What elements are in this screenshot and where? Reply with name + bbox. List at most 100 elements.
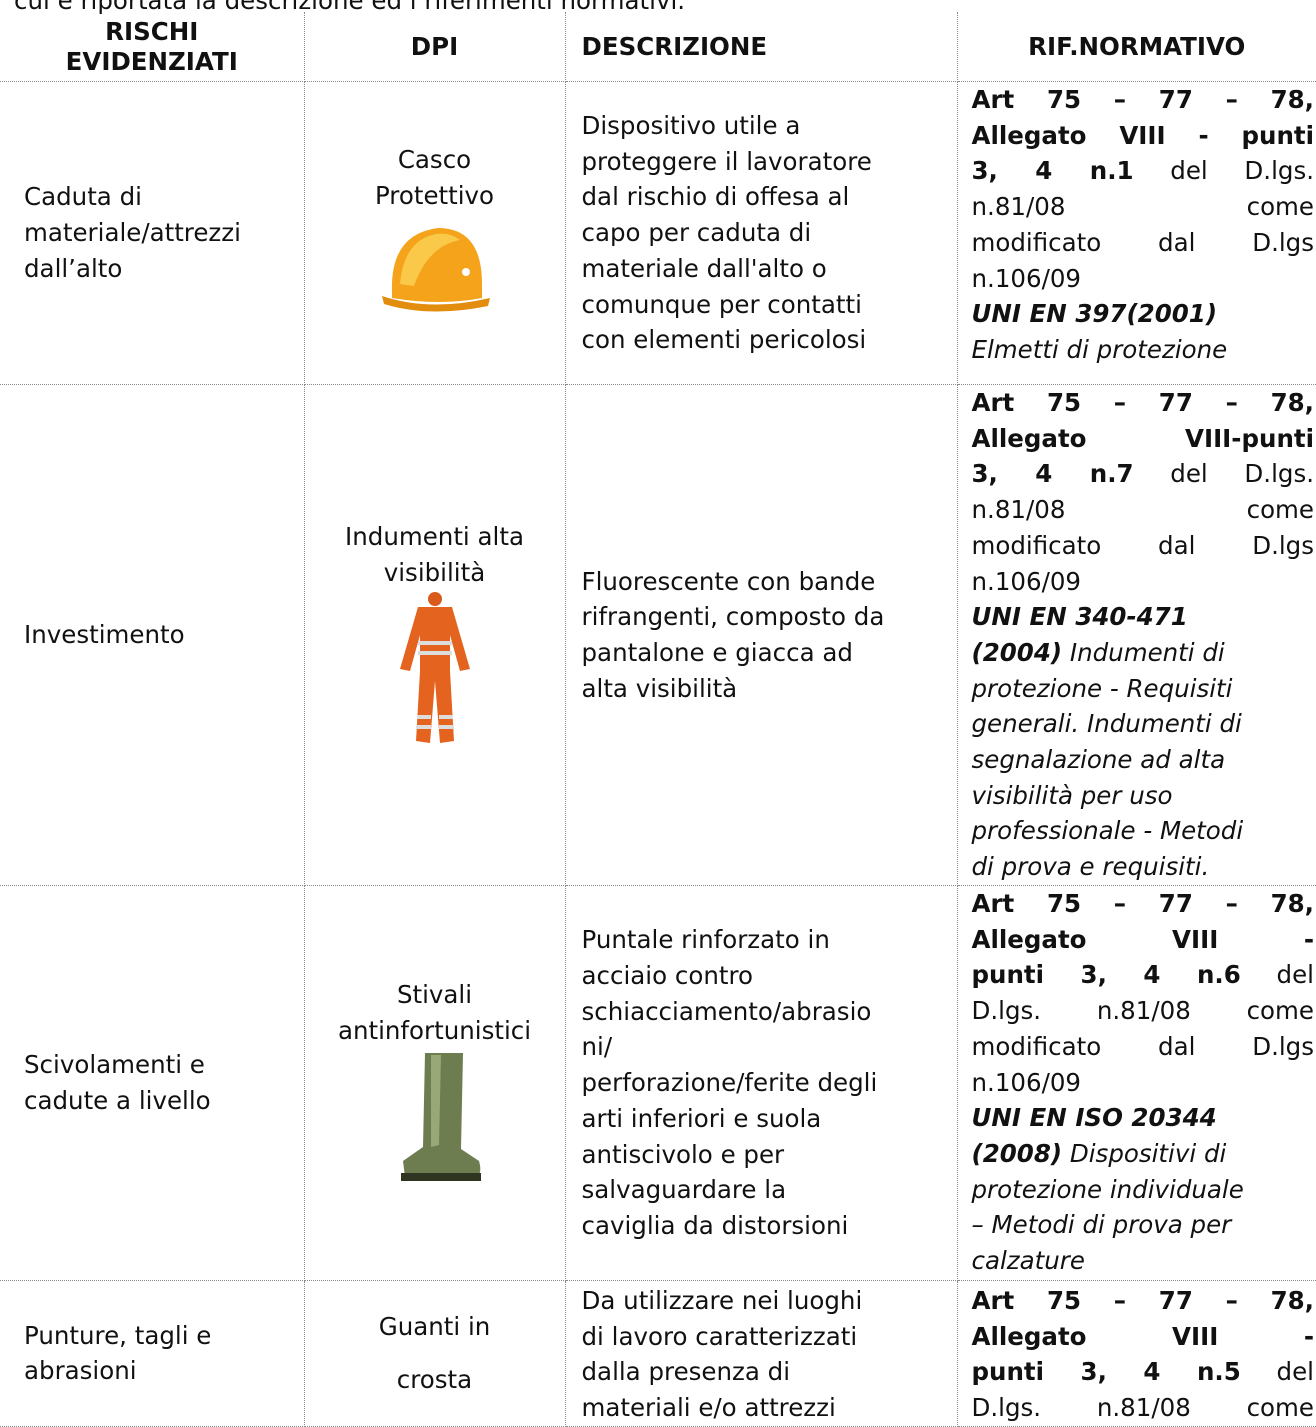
header-cell: DESCRIZIONE	[565, 12, 957, 82]
riferimento-run: Allegato VIII -	[972, 925, 1315, 954]
riferimento-run: UNI EN ISO 20344	[972, 1103, 1217, 1132]
riferimento-run: (2004)	[972, 638, 1063, 667]
riferimento-line: di prova e requisiti.	[972, 849, 1315, 885]
descrizione-line: Puntale rinforzato in	[582, 922, 957, 958]
descrizione-line: comunque per contatti	[582, 287, 957, 323]
riferimento-line: Allegato VIII-punti	[972, 421, 1315, 457]
riferimento-run: del	[1241, 960, 1314, 989]
riferimento-run: UNI EN 397(2001)	[972, 299, 1218, 328]
descrizione-line: ni/	[582, 1029, 957, 1065]
descrizione-line: alta visibilità	[582, 671, 957, 707]
riferimento-line: Elmetti di protezione	[972, 332, 1315, 368]
riferimento-line: punti 3, 4 n.5 del	[972, 1354, 1315, 1390]
dpi-line: crosta	[305, 1353, 565, 1406]
riferimento-line: D.lgs. n.81/08 come	[972, 993, 1315, 1029]
descrizione-line: materiali e/o attrezzi	[582, 1390, 957, 1426]
riferimento-line: calzature	[972, 1243, 1315, 1279]
riferimento-line: punti 3, 4 n.6 del	[972, 957, 1315, 993]
riferimento-run: n.106/09	[972, 567, 1082, 596]
riferimento-line: n.106/09	[972, 261, 1315, 297]
riferimento-run: punti 3, 4 n.5	[972, 1357, 1241, 1386]
riferimento-run: modificato dal D.lgs	[972, 531, 1315, 560]
riferimento-line: UNI EN 397(2001)	[972, 296, 1315, 332]
riferimento-line: Art 75 – 77 – 78,	[972, 1283, 1315, 1319]
riferimento-run: professionale - Metodi	[972, 816, 1244, 845]
riferimento-line: visibilità per uso	[972, 778, 1315, 814]
riferimento-run: Elmetti di protezione	[972, 335, 1228, 364]
riferimento-run: Art 75 – 77 – 78,	[972, 388, 1315, 417]
riferimento-line: modificato dal D.lgs	[972, 1029, 1315, 1065]
riferimento-line: n.106/09	[972, 564, 1315, 600]
riferimento-run: del D.lgs.	[1134, 459, 1314, 488]
descrizione-line: schiacciamento/abrasio	[582, 994, 957, 1030]
descrizione-line: Da utilizzare nei luoghi	[582, 1283, 957, 1319]
riferimento-run: D.lgs. n.81/08 come	[972, 996, 1315, 1025]
descrizione-line: Dispositivo utile a	[582, 108, 957, 144]
riferimento-run: n.81/08 come	[972, 495, 1315, 524]
riferimento-run: calzature	[972, 1246, 1085, 1275]
descrizione-line: antiscivolo e per	[582, 1137, 957, 1173]
riferimento-line: Allegato VIII -	[972, 922, 1315, 958]
riferimento-run: modificato dal D.lgs	[972, 1032, 1315, 1061]
suit-image	[390, 591, 480, 751]
riferimento-line: (2008) Dispositivi di	[972, 1136, 1315, 1172]
descrizione-line: salvaguardare la	[582, 1172, 957, 1208]
riferimento-run: n.106/09	[972, 264, 1082, 293]
descrizione-line: rifrangenti, composto da	[582, 599, 957, 635]
descrizione-line: perforazione/ferite degli	[582, 1065, 957, 1101]
rischio-line: Scivolamenti e	[24, 1047, 304, 1083]
descrizione-line: arti inferiori e suola	[582, 1101, 957, 1137]
riferimento-line: – Metodi di prova per	[972, 1207, 1315, 1243]
rischio-line: Punture, tagli e	[24, 1318, 304, 1354]
riferimento-line: protezione individuale	[972, 1172, 1315, 1208]
riferimento-run: visibilità per uso	[972, 781, 1173, 810]
riferimento-line: Art 75 – 77 – 78,	[972, 385, 1315, 421]
riferimento-run: Dispositivi di	[1062, 1139, 1226, 1168]
riferimento-run: protezione individuale	[972, 1175, 1244, 1204]
riferimento-run: Art 75 – 77 – 78,	[972, 85, 1315, 114]
header-cell: RIF.NORMATIVO	[957, 12, 1316, 82]
riferimento-line: protezione - Requisiti	[972, 671, 1315, 707]
riferimento-run: del	[1241, 1357, 1314, 1386]
riferimento-run: di prova e requisiti.	[972, 852, 1210, 881]
riferimento-line: 3, 4 n.1 del D.lgs.	[972, 153, 1315, 189]
descrizione-line: proteggere il lavoratore	[582, 144, 957, 180]
riferimento-line: Allegato VIII -	[972, 1319, 1315, 1355]
boot-image	[385, 1049, 485, 1189]
riferimento-run: 3, 4 n.7	[972, 459, 1134, 488]
riferimento-line: Art 75 – 77 – 78,	[972, 82, 1315, 118]
dpi-line: Indumenti alta	[305, 519, 565, 555]
descrizione-line: dalla presenza di	[582, 1354, 957, 1390]
riferimento-cell: Art 75 – 77 – 78,Allegato VIII -punti 3,…	[957, 1281, 1316, 1427]
riferimento-line: 3, 4 n.7 del D.lgs.	[972, 456, 1315, 492]
rischio-line: Caduta di	[24, 179, 304, 215]
riferimento-run: Art 75 – 77 – 78,	[972, 889, 1315, 918]
riferimento-line: Allegato VIII - punti	[972, 118, 1315, 154]
riferimento-cell: Art 75 – 77 – 78, Allegato VIII - punti 3,…	[957, 886, 1316, 1281]
dpi-line: Guanti in	[305, 1300, 565, 1353]
riferimento-run: del D.lgs.	[1134, 156, 1314, 185]
header-line: DPI	[305, 32, 565, 62]
header-cell: DPI	[304, 12, 565, 82]
riferimento-run: n.81/08 come	[972, 192, 1315, 221]
riferimento-line: professionale - Metodi	[972, 813, 1315, 849]
rischio-line: cadute a livello	[24, 1083, 304, 1119]
riferimento-line: segnalazione ad alta	[972, 742, 1315, 778]
